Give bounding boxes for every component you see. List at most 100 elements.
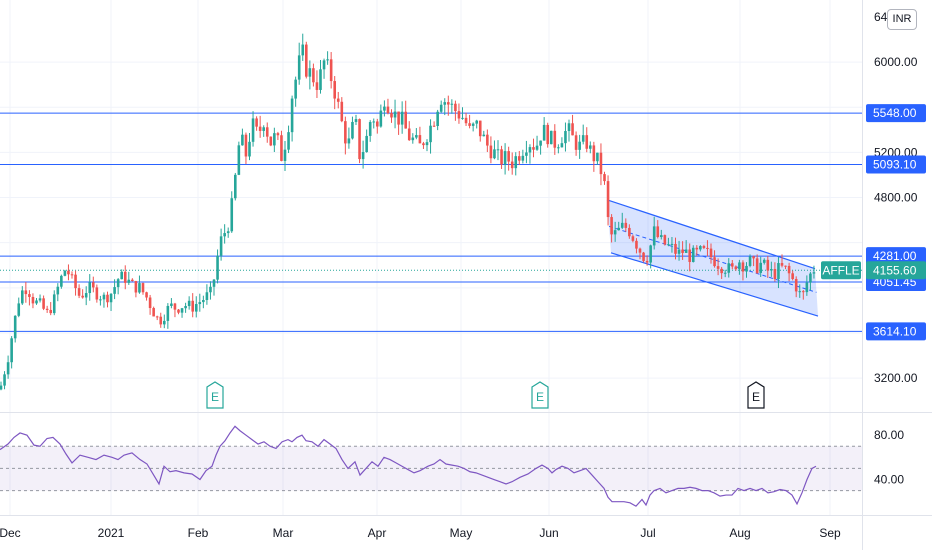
candle (56, 283, 60, 302)
candle-body (706, 247, 709, 249)
candle (429, 119, 432, 154)
candle-body (166, 305, 170, 321)
candle-body (145, 292, 148, 298)
candle (379, 104, 383, 128)
candle (248, 132, 251, 161)
candle (95, 284, 99, 303)
candle (84, 286, 88, 306)
candle (333, 76, 336, 110)
candle (738, 259, 741, 275)
candle (276, 131, 280, 141)
candle-body (38, 298, 42, 301)
candle (798, 284, 802, 298)
candle-body (400, 111, 404, 125)
candle-body (691, 247, 695, 262)
candle (471, 122, 475, 132)
candle-body (709, 248, 713, 258)
candle-body (787, 265, 791, 274)
candle (567, 119, 571, 142)
candle-body (24, 290, 28, 295)
candle-body (425, 142, 429, 146)
earnings-marker[interactable]: E (531, 381, 549, 409)
candle-body (812, 272, 816, 274)
candle (290, 95, 294, 142)
earnings-marker[interactable]: E (206, 381, 224, 409)
candle-body (585, 135, 589, 149)
candle-body (205, 292, 209, 301)
candle-body (322, 60, 326, 70)
candle (468, 114, 471, 129)
candle-body (287, 132, 290, 150)
candle-body (738, 262, 741, 270)
candle-body (365, 135, 368, 153)
candle (745, 262, 748, 278)
candle (631, 234, 635, 243)
candle-body (336, 98, 340, 102)
time-axis[interactable]: Dec 2021 Feb Mar Apr May Jun Jul Aug Sep (0, 526, 841, 540)
candle (145, 291, 148, 301)
candle (404, 100, 407, 129)
candle (258, 115, 262, 138)
candle-body (397, 111, 400, 125)
candle-body (241, 134, 244, 146)
candle-body (663, 235, 667, 245)
candle (688, 243, 691, 272)
candle-body (383, 106, 386, 111)
candle (31, 293, 35, 309)
candle (262, 125, 265, 137)
rsi-tick-label: 40.00 (874, 473, 904, 487)
candle (88, 274, 92, 301)
candle (674, 237, 677, 260)
candle-body (528, 147, 532, 153)
candle (713, 250, 716, 268)
candle (574, 131, 578, 156)
candle-body (777, 263, 780, 280)
candle (699, 245, 702, 252)
candle-body (347, 138, 351, 144)
candle-body (471, 123, 475, 126)
price-tick-label: 4800.00 (874, 191, 918, 205)
candle-body (28, 294, 31, 297)
candle (532, 138, 535, 158)
earnings-label: E (536, 390, 544, 404)
candle-body (88, 282, 92, 294)
regression-channel[interactable] (606, 199, 819, 317)
candle (386, 98, 390, 115)
candlestick-series (0, 33, 816, 391)
candle-body (407, 128, 411, 141)
candle-body (560, 143, 564, 148)
candle (784, 265, 787, 270)
candle-body (99, 299, 102, 301)
candle-body (620, 222, 624, 228)
channel-upper-line[interactable] (606, 199, 816, 270)
channel-lower-line[interactable] (610, 252, 819, 317)
candle-body (198, 302, 202, 305)
candle-body (234, 174, 237, 199)
candle-body (31, 296, 35, 304)
candle (152, 306, 155, 317)
candle (649, 244, 652, 269)
horizontal-levels[interactable] (0, 112, 862, 332)
candle-body (642, 252, 645, 261)
candle (663, 234, 667, 246)
candle (546, 122, 549, 148)
candle (503, 143, 507, 175)
price-tick-label: 6000.00 (874, 55, 918, 69)
currency-button[interactable]: INR (887, 9, 917, 30)
candle (762, 258, 766, 265)
candle (457, 103, 461, 124)
candle-body (674, 243, 677, 254)
candle (209, 281, 212, 300)
candle (393, 99, 397, 129)
candle (17, 297, 21, 318)
candle (297, 42, 301, 85)
candle-body (70, 274, 74, 276)
candle (596, 152, 599, 165)
earnings-badge (531, 381, 549, 409)
earnings-marker[interactable]: E (747, 381, 765, 409)
candle-body (805, 282, 809, 293)
candle (60, 274, 63, 289)
candle-body (656, 226, 660, 238)
